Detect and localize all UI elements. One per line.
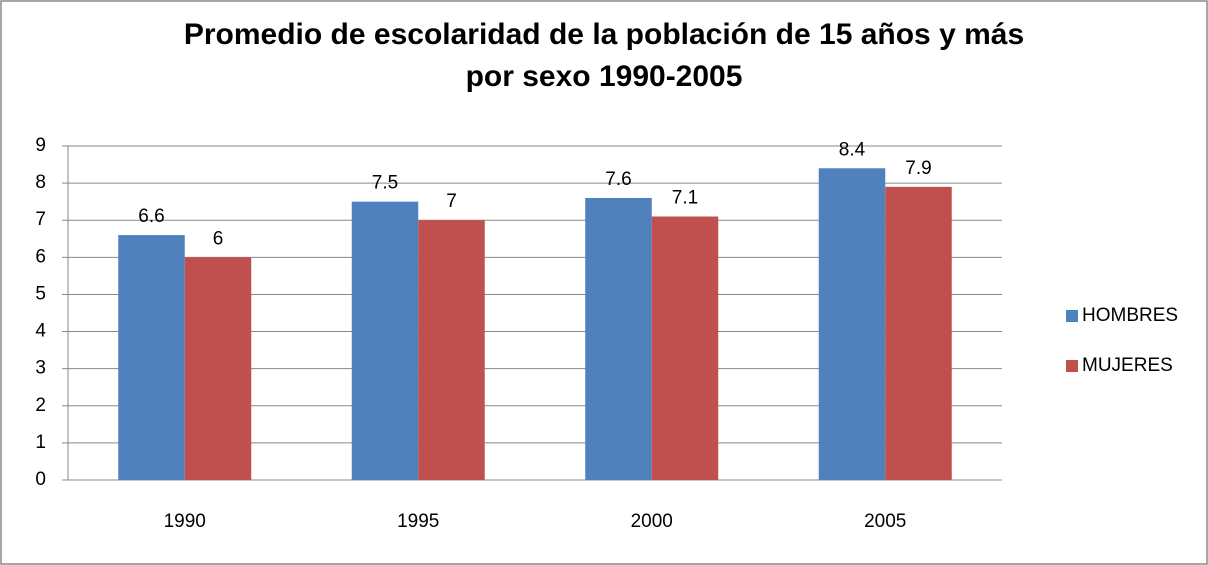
bar (651, 216, 719, 480)
bar (418, 220, 485, 480)
bar (351, 201, 419, 480)
data-label: 7.5 (372, 173, 398, 194)
data-label: 7.6 (605, 169, 631, 190)
y-tick-label: 4 (35, 321, 46, 342)
data-label: 8.4 (839, 139, 866, 160)
y-tick-label: 7 (35, 209, 46, 230)
y-tick-label: 2 (35, 395, 46, 416)
y-tick-label: 5 (35, 283, 46, 304)
x-tick-label: 2000 (631, 511, 673, 532)
y-tick-label: 3 (35, 358, 46, 379)
legend-label: HOMBRES (1082, 305, 1178, 326)
data-label: 7.9 (905, 158, 931, 179)
x-tick-label: 1990 (164, 511, 206, 532)
legend-label: MUJERES (1082, 355, 1173, 376)
x-tick-label: 1995 (397, 511, 439, 532)
bar (818, 168, 886, 480)
data-label: 6 (213, 228, 224, 249)
data-label: 6.6 (138, 206, 164, 227)
x-tick-label: 2005 (864, 511, 906, 532)
chart-title: por sexo 1990-2005 (466, 60, 743, 93)
y-tick-label: 6 (35, 246, 46, 267)
bar (118, 235, 185, 480)
bar (885, 186, 952, 481)
bar (585, 197, 652, 480)
data-label: 7 (446, 191, 457, 212)
bar (184, 257, 252, 480)
y-tick-label: 0 (35, 469, 46, 490)
data-label: 7.1 (672, 188, 698, 209)
legend-swatch (1066, 360, 1078, 372)
y-tick-label: 9 (35, 135, 46, 156)
y-tick-label: 1 (35, 432, 46, 453)
y-tick-label: 8 (35, 172, 46, 193)
chart-title: Promedio de escolaridad de la población … (184, 18, 1024, 51)
legend-swatch (1066, 310, 1078, 322)
